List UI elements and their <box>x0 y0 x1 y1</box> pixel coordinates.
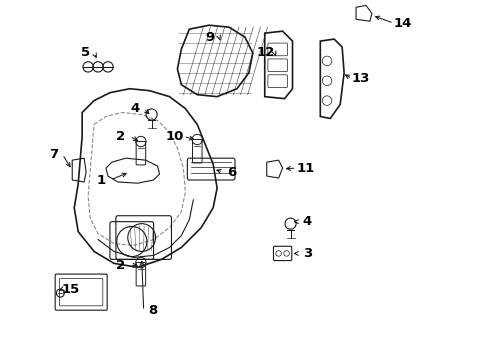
Text: 10: 10 <box>165 130 183 143</box>
Text: 1: 1 <box>97 174 105 186</box>
Text: 8: 8 <box>147 305 157 318</box>
Text: 2: 2 <box>116 130 125 143</box>
Text: 14: 14 <box>392 17 411 30</box>
Text: 5: 5 <box>81 46 90 59</box>
Text: 4: 4 <box>302 215 311 228</box>
Text: 11: 11 <box>296 162 314 175</box>
Text: 6: 6 <box>227 166 236 179</box>
Text: 15: 15 <box>62 283 80 296</box>
Text: 13: 13 <box>351 72 369 85</box>
Text: 7: 7 <box>49 148 58 161</box>
Text: 9: 9 <box>205 31 215 44</box>
Text: 12: 12 <box>256 46 274 59</box>
Text: 4: 4 <box>130 102 139 115</box>
Text: 2: 2 <box>116 259 125 272</box>
Text: 3: 3 <box>302 247 311 260</box>
